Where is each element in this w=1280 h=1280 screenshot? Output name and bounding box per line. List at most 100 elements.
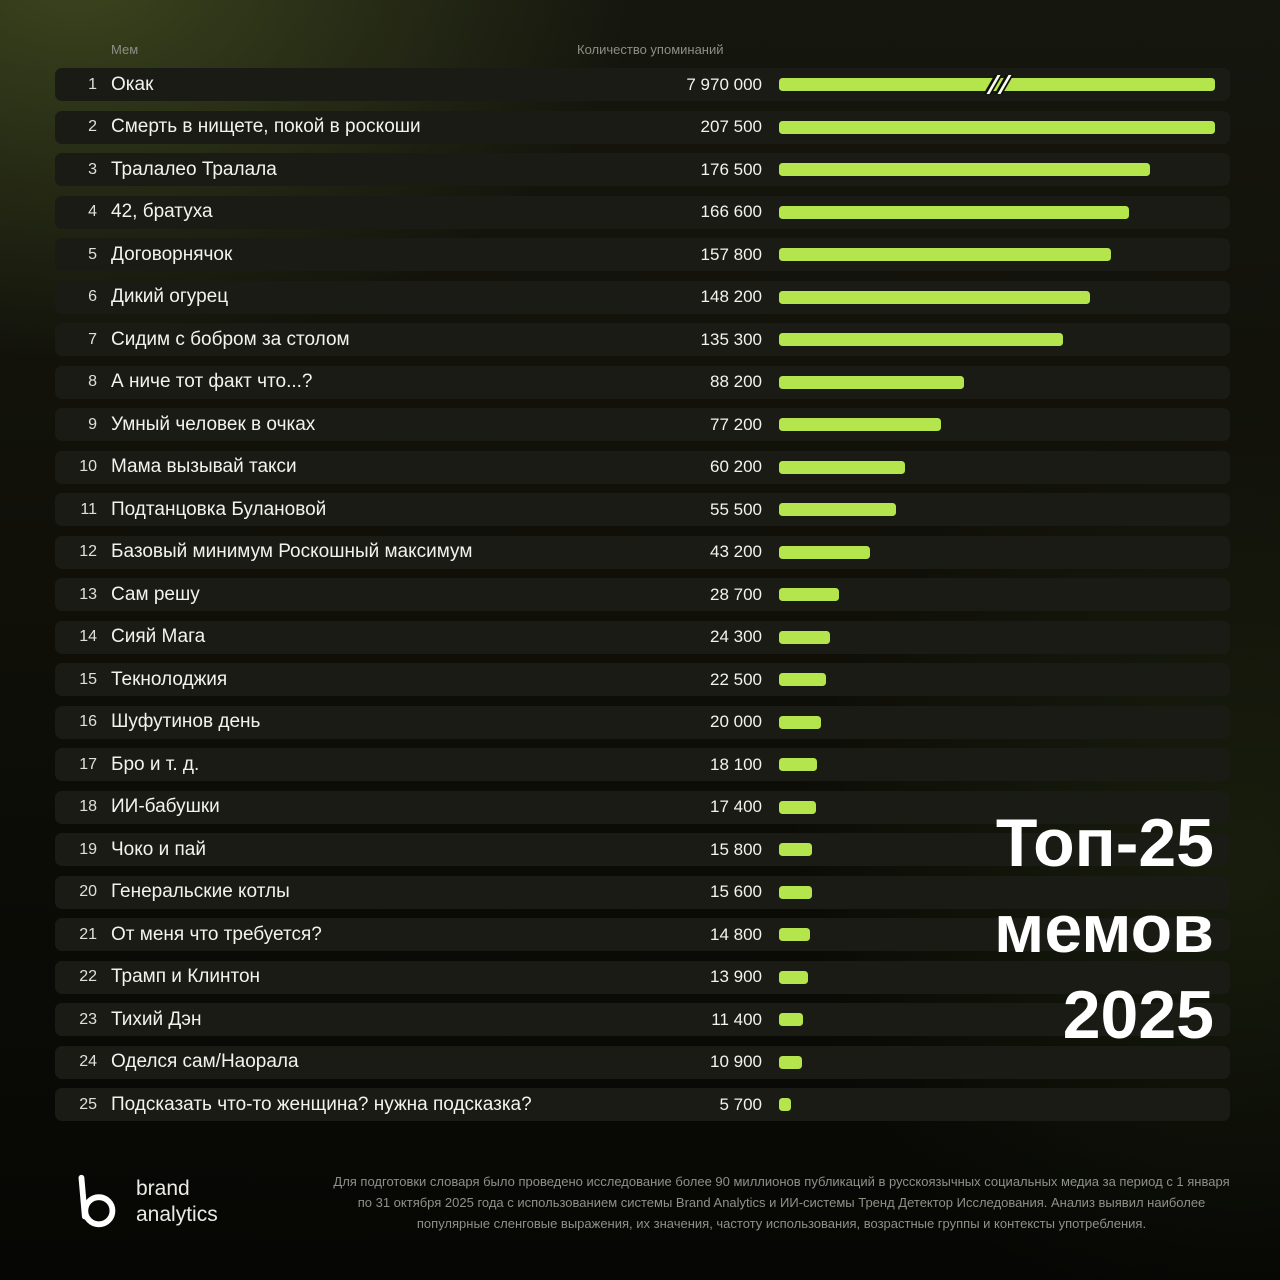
mention-bar bbox=[779, 120, 1215, 134]
chart-rows: 1 Окак 7 970 000 2 Смерть в нищете, поко… bbox=[55, 68, 1230, 1121]
mention-bar bbox=[779, 333, 1064, 346]
rank-label: 19 bbox=[79, 840, 97, 858]
chart-row: 17 Бро и т. д. 18 100 bbox=[55, 748, 1230, 781]
bar-track bbox=[779, 970, 1215, 984]
rank-label: 4 bbox=[88, 203, 97, 220]
mention-bar bbox=[779, 928, 811, 941]
chart-row: 7 Сидим с бобром за столом 135 300 bbox=[55, 323, 1230, 356]
meme-name: Сияй Мага bbox=[111, 626, 206, 647]
mention-bar bbox=[779, 715, 822, 729]
meme-name: Дикий огурец bbox=[111, 286, 229, 307]
mention-count: 15 600 bbox=[710, 882, 762, 901]
mention-bar bbox=[779, 290, 1091, 304]
rank-label: 1 bbox=[88, 75, 97, 93]
chart-row: 25 Подсказать что-то женщина? нужна подс… bbox=[55, 1088, 1230, 1121]
chart-row: 13 Сам решу 28 700 bbox=[55, 578, 1230, 611]
bar-track bbox=[779, 1013, 1215, 1026]
bar-track bbox=[779, 843, 1215, 856]
bar-track bbox=[779, 928, 1215, 941]
mention-count: 135 300 bbox=[700, 329, 762, 349]
mention-count: 77 200 bbox=[710, 414, 762, 434]
bar-track bbox=[779, 290, 1215, 304]
meme-name: Текнолоджия bbox=[111, 668, 228, 690]
meme-name: 42, братуха bbox=[111, 201, 213, 222]
chart-row: 6 Дикий огурец 148 200 bbox=[55, 280, 1230, 314]
chart-row: 10 Мама вызывай такси 60 200 bbox=[55, 450, 1230, 484]
title-line-1: Топ-25 bbox=[995, 805, 1214, 881]
rank-label: 18 bbox=[79, 798, 97, 815]
chart-row: 23 Тихий Дэн 11 400 bbox=[55, 1003, 1230, 1036]
meme-name: Генеральские котлы bbox=[111, 881, 290, 902]
chart-row: 22 Трамп и Клинтон 13 900 bbox=[55, 960, 1230, 994]
mention-count: 13 900 bbox=[710, 967, 762, 986]
meme-name: Мама вызывай такси bbox=[111, 456, 297, 477]
title-line-3: 2025 bbox=[1062, 977, 1214, 1053]
mention-count: 10 900 bbox=[710, 1052, 762, 1071]
bar-track bbox=[779, 630, 1215, 644]
rank-label: 20 bbox=[79, 883, 97, 900]
brand-analytics-logo-icon bbox=[64, 1171, 126, 1233]
mention-count: 55 500 bbox=[710, 499, 762, 519]
meme-name: ИИ-бабушки bbox=[111, 796, 220, 817]
mention-bar bbox=[779, 163, 1150, 176]
bar-track bbox=[779, 75, 1215, 94]
mention-count: 60 200 bbox=[710, 457, 762, 476]
page-title: Топ-25 мемов 2025 bbox=[994, 800, 1214, 1058]
mention-bar bbox=[779, 248, 1111, 261]
mention-count: 148 200 bbox=[700, 287, 762, 306]
rank-label: 5 bbox=[88, 245, 97, 263]
bar-track bbox=[779, 715, 1215, 729]
meme-name: Подсказать что-то женщина? нужна подсказ… bbox=[111, 1093, 532, 1115]
rank-label: 2 bbox=[88, 118, 97, 135]
column-header-count: Количество упоминаний bbox=[577, 42, 724, 57]
mention-bar bbox=[779, 503, 896, 516]
bar-track bbox=[779, 460, 1215, 474]
rank-label: 9 bbox=[88, 415, 97, 433]
mentions-chart: Мем Количество упоминаний 1 Окак 7 970 0… bbox=[55, 40, 1230, 1131]
bar-track bbox=[779, 758, 1215, 771]
meme-name: От меня что требуется? bbox=[111, 923, 322, 945]
meme-name: Подтанцовка Булановой bbox=[111, 498, 327, 520]
bar-track bbox=[779, 375, 1215, 389]
mention-count: 22 500 bbox=[710, 669, 762, 689]
bar-track bbox=[779, 120, 1215, 134]
mention-count: 11 400 bbox=[711, 1009, 762, 1029]
meme-name: Окак bbox=[111, 73, 154, 95]
meme-name: Тралалео Тралала bbox=[111, 158, 277, 180]
mention-count: 157 800 bbox=[700, 244, 762, 264]
mention-bar bbox=[779, 460, 906, 474]
footer: brand analytics Для подготовки словаря б… bbox=[0, 1152, 1280, 1252]
mention-count: 88 200 bbox=[710, 372, 762, 391]
chart-row: 11 Подтанцовка Булановой 55 500 bbox=[55, 493, 1230, 526]
meme-name: Трамп и Клинтон bbox=[111, 966, 261, 987]
rank-label: 23 bbox=[79, 1010, 97, 1028]
mention-count: 17 400 bbox=[710, 797, 762, 816]
meme-name: Бро и т. д. bbox=[111, 753, 200, 775]
meme-name: Тихий Дэн bbox=[111, 1008, 202, 1030]
mention-bar bbox=[779, 630, 831, 644]
bar-track bbox=[779, 333, 1215, 346]
meme-name: Договорнячок bbox=[111, 243, 233, 265]
mention-bar bbox=[779, 1055, 802, 1069]
chart-row: 20 Генеральские котлы 15 600 bbox=[55, 875, 1230, 909]
rank-label: 17 bbox=[79, 755, 97, 773]
chart-row: 4 42, братуха 166 600 bbox=[55, 195, 1230, 229]
chart-row: 21 От меня что требуется? 14 800 bbox=[55, 918, 1230, 951]
bar-track bbox=[779, 163, 1215, 176]
chart-row: 5 Договорнячок 157 800 bbox=[55, 238, 1230, 271]
rank-label: 6 bbox=[88, 288, 97, 305]
meme-name: Базовый минимум Роскошный максимум bbox=[111, 541, 473, 562]
meme-name: Смерть в нищете, покой в роскоши bbox=[111, 116, 421, 137]
chart-row: 19 Чоко и пай 15 800 bbox=[55, 833, 1230, 866]
mention-count: 43 200 bbox=[710, 542, 762, 561]
bar-track bbox=[779, 1055, 1215, 1069]
mention-bar bbox=[779, 375, 965, 389]
mention-count: 166 600 bbox=[700, 202, 762, 221]
chart-row: 18 ИИ-бабушки 17 400 bbox=[55, 790, 1230, 824]
mention-count: 5 700 bbox=[719, 1094, 762, 1114]
rank-label: 22 bbox=[79, 968, 97, 985]
bar-track bbox=[779, 248, 1215, 261]
title-line-2: мемов bbox=[994, 891, 1214, 967]
rank-label: 11 bbox=[80, 500, 97, 518]
bar-track bbox=[779, 1098, 1215, 1111]
